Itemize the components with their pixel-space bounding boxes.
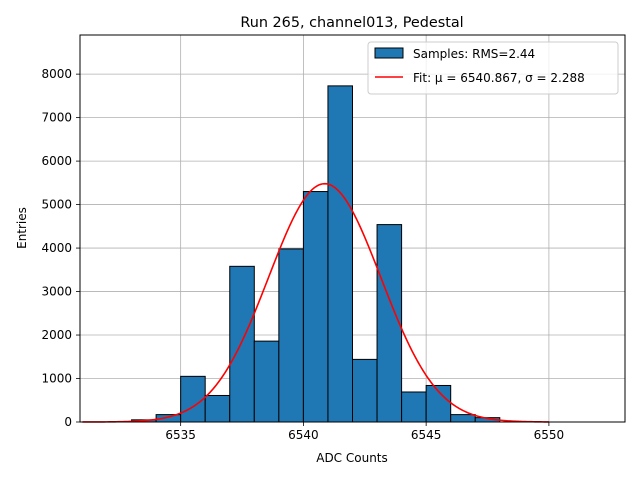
y-tick-label: 1000 [41,372,72,386]
y-tick-label: 0 [64,415,72,429]
histogram-bar [302,191,329,423]
chart-title: Run 265, channel013, Pedestal [240,15,463,31]
y-tick-label: 5000 [41,198,72,212]
fit-curve [82,182,549,423]
histogram-bar [229,265,255,423]
legend-swatch-samples [374,47,404,59]
y-tick-label: 7000 [41,111,72,125]
fit-curve-group [82,182,549,423]
legend-label-fit: Fit: μ = 6540.867, σ = 2.288 [413,71,585,85]
histogram-bar [450,414,476,423]
y-tick-label: 8000 [41,67,72,81]
histogram-bar [253,340,280,423]
histogram-bar [180,375,206,423]
histogram-bar [376,224,403,423]
histogram-bar [278,248,304,423]
legend-box [367,41,619,95]
histogram-bar [352,358,378,423]
x-tick-label: 6545 [411,428,442,442]
y-tick-label: 2000 [41,328,72,342]
y-tick-label: 6000 [41,154,72,168]
histogram-bar [401,391,427,423]
x-axis-ticks: 6535 6540 6545 6550 [165,422,564,442]
x-tick-label: 6535 [165,428,196,442]
x-tick-label: 6550 [534,428,565,442]
y-tick-label: 4000 [41,241,72,255]
histogram-bars [131,85,501,423]
histogram-bar [327,85,353,423]
plot-frame [79,34,626,423]
y-axis-ticks: 0 1000 2000 3000 4000 5000 6000 7000 8000 [41,67,80,429]
histogram-bar [204,394,231,423]
x-tick-label: 6540 [288,428,319,442]
y-axis-label: Entries [15,207,29,249]
legend-label-samples: Samples: RMS=2.44 [413,47,535,61]
legend: Samples: RMS=2.44 Fit: μ = 6540.867, σ =… [367,41,619,95]
x-axis-label: ADC Counts [316,451,388,465]
y-tick-label: 3000 [41,285,72,299]
